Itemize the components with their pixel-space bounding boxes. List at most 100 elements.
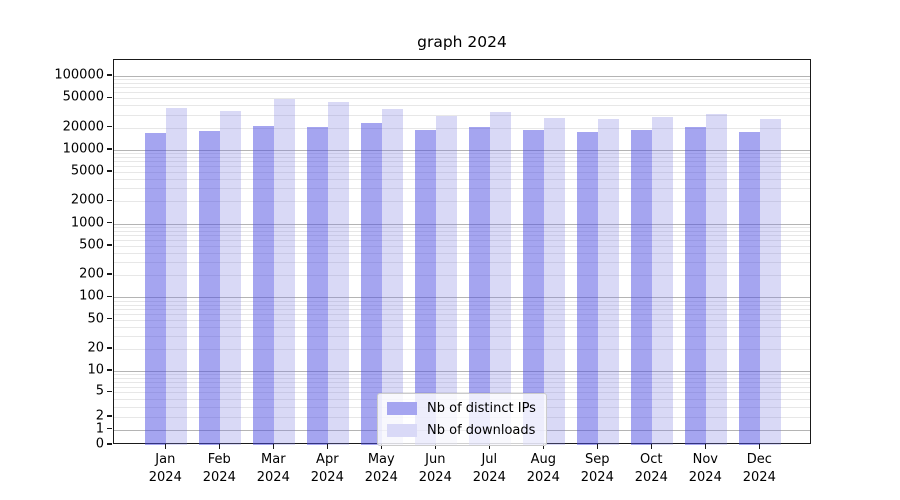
bar-distinct-ips-jun: [415, 130, 437, 445]
gridline-minor-800: [114, 230, 810, 232]
y-tick-mark-200: [107, 273, 112, 275]
bar-downloads-apr: [328, 102, 350, 445]
gridline-minor-9: [114, 374, 810, 376]
legend-swatch-distinct-ips: [387, 402, 417, 415]
x-tick-mark-jun: [434, 444, 437, 449]
bar-downloads-jun: [436, 115, 458, 445]
x-tick-label-feb: Feb 2024: [202, 452, 236, 485]
gridline-minor-3000: [114, 188, 810, 190]
y-tick-mark-5000: [107, 170, 112, 172]
bar-distinct-ips-sep: [577, 131, 599, 445]
x-tick-label-nov: Nov 2024: [688, 452, 722, 485]
gridline-major-100000: [114, 76, 810, 77]
x-tick-mark-oct: [650, 444, 652, 449]
gridline-minor-7: [114, 382, 810, 383]
legend-item-distinct-ips: Nb of distinct IPs: [387, 401, 536, 416]
bar-downloads-mar: [274, 98, 296, 445]
y-tick-mark-100000: [107, 74, 112, 76]
y-tick-mark-50: [107, 317, 112, 320]
gridline-minor-90: [114, 300, 810, 302]
y-tick-label-5: 5: [95, 383, 104, 399]
bar-downloads-nov: [706, 113, 728, 445]
gridline-minor-4000: [114, 179, 810, 181]
x-tick-mark-mar: [272, 444, 275, 449]
y-tick-label-10000: 10000: [62, 141, 104, 157]
y-tick-mark-500: [107, 244, 112, 246]
gridline-minor-30: [114, 336, 810, 337]
gridline-minor-50: [114, 319, 810, 321]
bar-downloads-jan: [166, 107, 188, 445]
bar-distinct-ips-jul: [469, 127, 491, 445]
gridline-major-1000: [114, 223, 810, 225]
bar-downloads-jul: [490, 112, 512, 445]
gridline-minor-900: [114, 227, 810, 228]
x-tick-label-aug: Aug 2024: [526, 452, 560, 485]
legend: Nb of distinct IPs Nb of downloads: [377, 393, 547, 446]
y-tick-mark-10000: [107, 148, 112, 150]
bar-downloads-aug: [544, 117, 566, 445]
y-tick-mark-50000: [107, 96, 112, 98]
gridline-minor-40000: [114, 105, 810, 107]
gridline-major-100: [114, 297, 810, 299]
gridline-major-10000: [114, 149, 810, 151]
bar-distinct-ips-feb: [199, 131, 221, 445]
x-tick-label-mar: Mar 2024: [256, 452, 290, 485]
gridline-minor-300: [114, 262, 810, 264]
gridline-minor-200: [114, 275, 810, 277]
y-tick-mark-20000: [107, 125, 112, 128]
legend-swatch-downloads: [387, 424, 417, 437]
gridline-minor-50000: [114, 98, 810, 100]
gridline-minor-20: [114, 348, 810, 350]
x-tick-mark-dec: [758, 444, 760, 449]
bar-downloads-may: [382, 108, 404, 445]
x-tick-label-jan: Jan 2024: [148, 452, 182, 485]
gridline-minor-90000: [114, 79, 810, 81]
x-tick-label-may: May 2024: [364, 452, 398, 485]
gridline-minor-400: [114, 253, 810, 254]
y-tick-label-10: 10: [87, 362, 104, 378]
gridline-minor-2000: [114, 201, 810, 203]
x-tick-label-jun: Jun 2024: [418, 452, 452, 485]
gridline-major-10: [114, 370, 810, 372]
plot-area: [113, 59, 811, 445]
gridline-minor-8000: [114, 157, 810, 158]
y-tick-label-0: 0: [95, 436, 104, 452]
bar-distinct-ips-apr: [307, 126, 329, 445]
gridline-minor-5000: [114, 172, 810, 173]
y-tick-label-50: 50: [87, 311, 104, 327]
bar-distinct-ips-dec: [739, 131, 761, 445]
gridline-minor-700: [114, 235, 810, 236]
x-tick-mark-aug: [542, 444, 544, 449]
y-tick-mark-5: [107, 390, 112, 392]
bar-distinct-ips-aug: [523, 129, 545, 445]
x-tick-label-jul: Jul 2024: [472, 452, 506, 485]
y-tick-mark-0: [107, 443, 112, 445]
x-tick-mark-feb: [218, 444, 221, 449]
gridline-minor-600: [114, 240, 810, 241]
bar-downloads-sep: [598, 119, 620, 445]
x-tick-label-oct: Oct 2024: [634, 452, 668, 485]
gridline-minor-80000: [114, 83, 810, 85]
y-tick-mark-20: [107, 347, 112, 349]
y-tick-label-5000: 5000: [70, 163, 104, 179]
gridline-minor-30000: [114, 114, 810, 116]
y-tick-mark-10: [107, 369, 112, 371]
gridline-minor-60000: [114, 92, 810, 94]
y-tick-mark-100: [107, 295, 112, 298]
y-tick-label-100: 100: [79, 288, 104, 304]
x-tick-label-dec: Dec 2024: [742, 452, 776, 485]
x-tick-mark-jul: [488, 444, 491, 449]
x-tick-mark-nov: [704, 444, 706, 449]
bar-downloads-oct: [652, 116, 674, 445]
bar-distinct-ips-mar: [253, 126, 275, 445]
gridline-minor-500: [114, 245, 810, 247]
y-tick-label-20000: 20000: [62, 119, 104, 135]
x-tick-mark-sep: [596, 444, 598, 449]
x-tick-mark-apr: [326, 444, 329, 449]
y-tick-label-20: 20: [87, 340, 104, 356]
y-tick-label-1: 1: [95, 421, 104, 437]
y-tick-label-50000: 50000: [62, 89, 104, 105]
gridline-minor-5: [114, 392, 810, 394]
gridline-minor-6: [114, 386, 810, 388]
